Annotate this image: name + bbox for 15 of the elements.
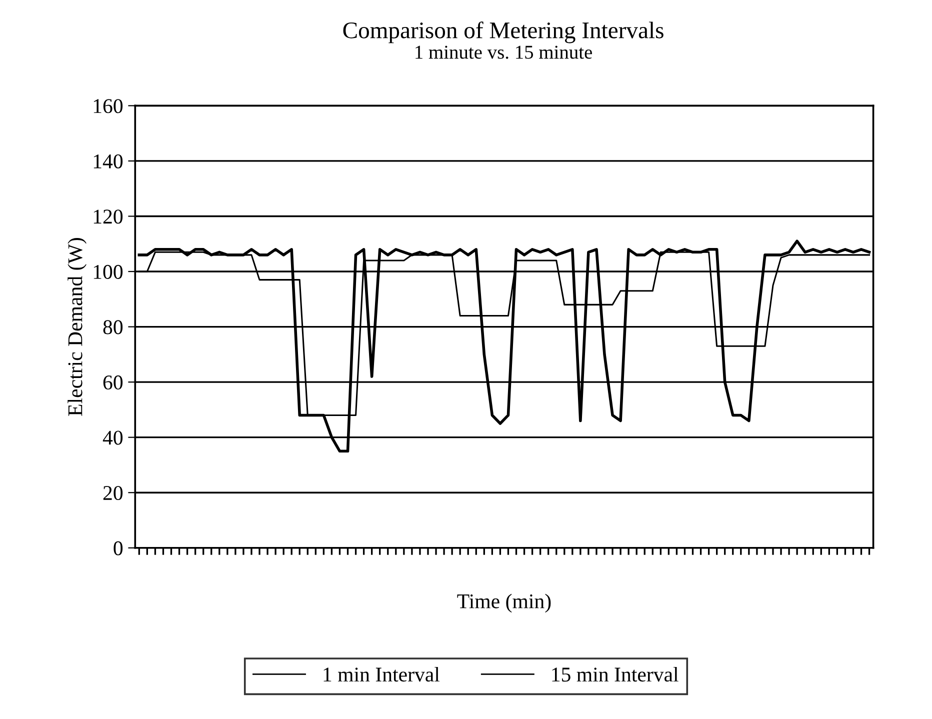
chart-subtitle: 1 minute vs. 15 minute: [416, 46, 592, 59]
y-tick-label: 40: [102, 430, 123, 445]
y-tick-label: 20: [103, 486, 123, 500]
y-tick-label: 140: [94, 154, 123, 168]
y-tick-label: 60: [103, 375, 123, 390]
chart-title: Comparison of Metering Intervals: [343, 21, 664, 44]
y-tick-label: 120: [94, 210, 123, 224]
y-axis-title: Electric Demand (W): [68, 238, 87, 416]
y-tick-label: 80: [103, 320, 123, 334]
legend-label: 1 min Interval: [324, 666, 440, 682]
y-tick-label: 100: [94, 264, 123, 279]
legend-label: 15 min Interval: [552, 666, 678, 682]
x-axis-title: Time (min): [457, 594, 551, 613]
y-tick-label: 160: [94, 99, 123, 114]
y-tick-label: 0: [114, 541, 123, 556]
